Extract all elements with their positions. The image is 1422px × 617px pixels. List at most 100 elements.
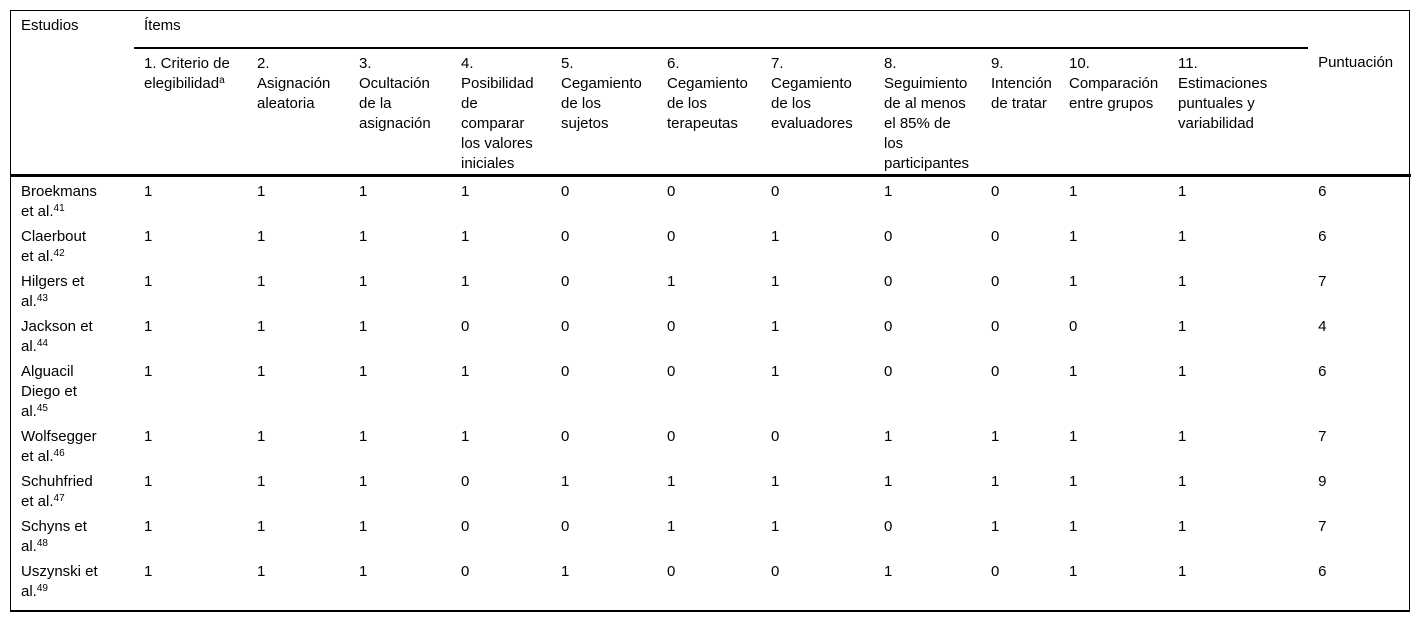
cell-score: 9 — [1318, 473, 1327, 490]
table-row: Schyns et al.48 1 1 1 0 0 1 1 0 1 1 1 7 — [11, 512, 1411, 557]
cell-item-11-value: 1 — [1178, 563, 1187, 580]
cell-item-10-value: 1 — [1069, 228, 1078, 245]
column-header-item-9: 9. Intención de tratar — [981, 48, 1059, 177]
cell-item-9-value: 0 — [991, 363, 1000, 380]
study-name: Uszynski et al.49 — [21, 563, 98, 600]
cell-item-3-value: 1 — [359, 428, 368, 445]
cell-item-8-value: 1 — [884, 428, 893, 445]
cell-item-7-value: 1 — [771, 473, 780, 490]
reference-number: 42 — [53, 248, 65, 259]
cell-item-8-value: 0 — [884, 518, 893, 535]
column-header-item-11: 11. Estimaciones puntuales y variabilida… — [1168, 48, 1309, 177]
column-header-item-4: 4. Posibilidad de comparar los valores i… — [451, 48, 551, 177]
item-header-label: 8. Seguimiento de al menos el 85% de los… — [884, 55, 970, 172]
item-header-label: 6. Cegamiento de los terapeutas — [667, 55, 748, 132]
column-header-item-2: 2. Asignación aleatoria — [247, 48, 349, 177]
cell-item-4-value: 1 — [461, 273, 470, 290]
row-header-study: Wolfsegger et al.46 — [11, 422, 134, 467]
cell-item-6-value: 0 — [667, 563, 676, 580]
cell-item-1-value: 1 — [144, 518, 153, 535]
cell-item-2-value: 1 — [257, 273, 266, 290]
cell-item-1-value: 1 — [144, 228, 153, 245]
cell-item-3-value: 1 — [359, 563, 368, 580]
row-header-study: Alguacil Diego et al.45 — [11, 357, 134, 422]
cell-item-10-value: 1 — [1069, 563, 1078, 580]
study-name: Broekmans et al.41 — [21, 183, 97, 220]
cell-item-3-value: 1 — [359, 473, 368, 490]
cell-item-5-value: 0 — [561, 363, 570, 380]
cell-item-4-value: 1 — [461, 428, 470, 445]
row-header-study: Jackson et al.44 — [11, 312, 134, 357]
cell-item-8-value: 0 — [884, 363, 893, 380]
cell-item-11-value: 1 — [1178, 228, 1187, 245]
cell-item-5-value: 0 — [561, 228, 570, 245]
cell-item-7-value: 1 — [771, 273, 780, 290]
column-header-item-7: 7. Cegamiento de los evaluadores — [761, 48, 874, 177]
cell-score: 7 — [1318, 273, 1327, 290]
cell-score: 7 — [1318, 428, 1327, 445]
reference-number: 48 — [36, 538, 48, 549]
header-row-groups: Estudios Ítems — [11, 11, 1411, 177]
column-header-item-5: 5. Cegamiento de los sujetos — [551, 48, 657, 177]
cell-item-10-value: 1 — [1069, 518, 1078, 535]
cell-score: 6 — [1318, 563, 1327, 580]
table-row: Claerbout et al.42 1 1 1 1 0 0 1 0 0 1 1 6 — [11, 222, 1411, 267]
cell-item-11-value: 1 — [1178, 273, 1187, 290]
cell-item-4-value: 0 — [461, 473, 470, 490]
column-header-item-10: 10. Comparación entre grupos — [1059, 48, 1168, 177]
cell-item-4-value: 1 — [461, 363, 470, 380]
cell-item-2-value: 1 — [257, 518, 266, 535]
cell-item-2-value: 1 — [257, 363, 266, 380]
item-header-label: 9. Intención de tratar — [991, 55, 1052, 112]
cell-item-6-value: 1 — [667, 518, 676, 535]
cell-item-10-value: 0 — [1069, 318, 1078, 335]
cell-item-3-value: 1 — [359, 318, 368, 335]
cell-item-7-value: 1 — [771, 318, 780, 335]
cell-item-7-value: 0 — [771, 428, 780, 445]
table-row: Hilgers et al.43 1 1 1 1 0 1 1 0 0 1 1 7 — [11, 267, 1411, 312]
cell-item-8-value: 0 — [884, 228, 893, 245]
item-header-label: 5. Cegamiento de los sujetos — [561, 55, 642, 132]
cell-item-9-value: 1 — [991, 428, 1000, 445]
cell-item-11-value: 1 — [1178, 183, 1187, 200]
column-header-item-8: 8. Seguimiento de al menos el 85% de los… — [874, 48, 981, 177]
cell-item-10-value: 1 — [1069, 363, 1078, 380]
cell-item-5-value: 0 — [561, 183, 570, 200]
item-header-label: 4. Posibilidad de comparar los valores i… — [461, 55, 534, 172]
cell-item-7-value: 1 — [771, 518, 780, 535]
row-header-study: Broekmans et al.41 — [11, 176, 134, 223]
study-name: Wolfsegger et al.46 — [21, 428, 97, 465]
column-header-puntuacion: Puntuación — [1308, 48, 1412, 177]
cell-item-5-value: 1 — [561, 563, 570, 580]
cell-item-1-value: 1 — [144, 563, 153, 580]
cell-item-4-value: 0 — [461, 318, 470, 335]
column-header-item-3: 3. Ocultación de la asignación — [349, 48, 451, 177]
cell-item-8-value: 1 — [884, 473, 893, 490]
study-name: Hilgers et al.43 — [21, 273, 85, 310]
cell-item-4-value: 1 — [461, 228, 470, 245]
item-header-label: 2. Asignación aleatoria — [257, 55, 331, 112]
cell-item-5-value: 0 — [561, 518, 570, 535]
cell-item-6-value: 0 — [667, 428, 676, 445]
cell-item-11-value: 1 — [1178, 363, 1187, 380]
cell-item-4-value: 1 — [461, 183, 470, 200]
study-name: Schuhfried et al.47 — [21, 473, 93, 510]
table-row: Jackson et al.44 1 1 1 0 0 0 1 0 0 0 1 4 — [11, 312, 1411, 357]
cell-item-9-value: 0 — [991, 318, 1000, 335]
item-header-label: 11. Estimaciones puntuales y variabilida… — [1178, 55, 1268, 132]
cell-item-7-value: 1 — [771, 228, 780, 245]
column-header-estudios: Estudios — [11, 11, 134, 177]
pedro-table-container: Estudios Ítems 1. Criterio de elegibilid… — [10, 10, 1412, 612]
reference-number: 45 — [36, 403, 48, 414]
cell-item-6-value: 1 — [667, 473, 676, 490]
cell-item-8-value: 1 — [884, 183, 893, 200]
cell-item-6-value: 0 — [667, 318, 676, 335]
cell-item-1-value: 1 — [144, 318, 153, 335]
cell-item-2-value: 1 — [257, 183, 266, 200]
cell-item-11-value: 1 — [1178, 473, 1187, 490]
row-header-study: Schyns et al.48 — [11, 512, 134, 557]
cell-item-9-value: 1 — [991, 518, 1000, 535]
cell-item-5-value: 0 — [561, 273, 570, 290]
cell-item-11-value: 1 — [1178, 428, 1187, 445]
